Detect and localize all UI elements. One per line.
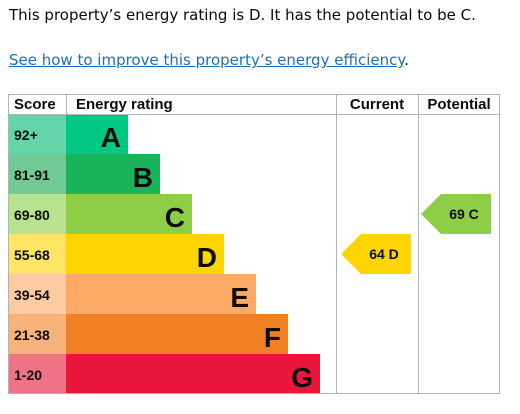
score-cell-b: [8, 154, 66, 194]
rating-bar-d: [66, 234, 224, 274]
rating-summary: This property’s energy rating is D. It h…: [9, 6, 476, 24]
score-range-f: 21-38: [14, 327, 50, 343]
rating-bar-f: [66, 314, 288, 354]
potential-rating-arrow: [421, 194, 491, 234]
rating-bar-b: [66, 154, 160, 194]
rating-letter-f: F: [264, 322, 281, 353]
score-range-d: 55-68: [14, 247, 50, 263]
score-range-g: 1-20: [14, 367, 42, 383]
rating-letter-a: A: [101, 122, 121, 153]
score-cell-a: [8, 114, 66, 154]
potential-rating-label: 69 C: [449, 206, 479, 222]
score-cell-g: [8, 354, 66, 394]
score-range-a: 92+: [14, 127, 38, 143]
score-cell-e: [8, 274, 66, 314]
rating-bar-e: [66, 274, 256, 314]
rating-letter-d: D: [197, 242, 217, 273]
score-range-b: 81-91: [14, 167, 50, 183]
score-cell-d: [8, 234, 66, 274]
score-cell-f: [8, 314, 66, 354]
rating-letter-e: E: [230, 282, 249, 313]
current-header: Current: [350, 96, 404, 113]
rating-letter-g: G: [291, 362, 313, 393]
score-range-c: 69-80: [14, 207, 50, 223]
energy-rating-header: Energy rating: [76, 96, 173, 113]
link-suffix: .: [404, 51, 409, 69]
rating-letter-b: B: [133, 162, 153, 193]
score-header: Score: [14, 96, 56, 113]
rating-bar-a: [66, 114, 128, 154]
rating-letter-c: C: [165, 202, 185, 233]
current-rating-label: 64 D: [369, 246, 399, 262]
rating-bar-c: [66, 194, 192, 234]
rating-bar-g: [66, 354, 320, 394]
score-range-e: 39-54: [14, 287, 50, 303]
current-rating-arrow: [341, 234, 411, 274]
score-cell-c: [8, 194, 66, 234]
improve-link-line: See how to improve this property’s energ…: [9, 51, 409, 69]
table-border: [8, 94, 500, 394]
potential-header: Potential: [427, 96, 490, 113]
improve-efficiency-link[interactable]: See how to improve this property’s energ…: [9, 51, 405, 69]
